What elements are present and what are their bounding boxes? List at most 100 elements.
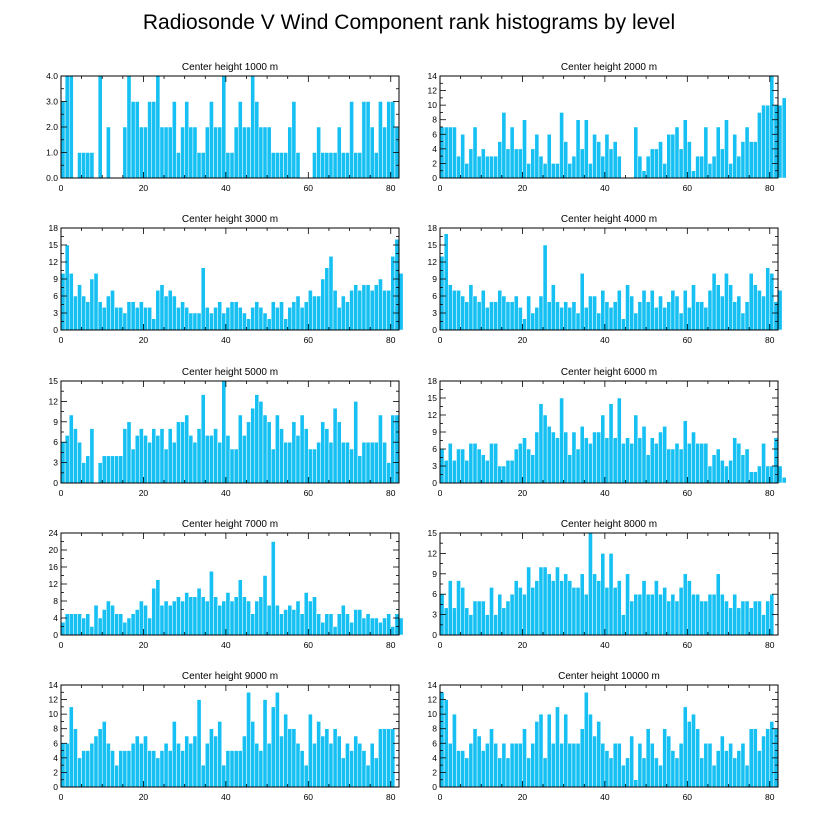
bar [443, 607, 449, 636]
bar [64, 244, 70, 331]
bar [254, 743, 260, 788]
bar [563, 573, 569, 636]
bar [616, 290, 622, 331]
bar [254, 394, 260, 484]
bar [748, 728, 754, 788]
bar [530, 148, 536, 179]
bar [374, 284, 379, 331]
y-tick-label: 10 [428, 100, 438, 110]
bar [316, 295, 321, 331]
bar [250, 613, 255, 636]
chart-panel: Center height 2000 m 0 20 40 60 80 0 2 4 6 8 10 12 14 [428, 62, 787, 193]
bar [320, 278, 326, 331]
bar [320, 735, 326, 788]
bar [584, 119, 589, 179]
bar [699, 443, 705, 484]
bar [559, 307, 564, 331]
bar [551, 163, 556, 179]
bar [139, 600, 144, 636]
x-tick-label: 40 [600, 335, 610, 345]
x-tick-label: 40 [600, 488, 610, 498]
bar [205, 743, 210, 788]
bar [748, 273, 754, 331]
x-tick-label: 20 [139, 335, 149, 345]
bar [126, 75, 132, 179]
x-tick-label: 80 [765, 488, 775, 498]
y-tick-label: 3 [53, 458, 58, 468]
y-tick-label: 4.0 [46, 71, 58, 81]
bar [378, 622, 383, 636]
bar [225, 435, 231, 484]
bar [695, 155, 700, 179]
bar [134, 307, 140, 331]
bar [534, 580, 540, 636]
bar [382, 728, 387, 788]
bar [616, 743, 622, 788]
bar [678, 148, 684, 179]
bar [691, 593, 696, 636]
bar [497, 465, 503, 484]
y-tick-label: 15 [49, 240, 59, 250]
bar [621, 614, 626, 636]
y-tick-label: 0 [53, 782, 58, 792]
y-tick-label: 4 [432, 753, 437, 763]
bar [188, 435, 194, 484]
bar [386, 613, 392, 636]
bar [242, 596, 247, 636]
bar [637, 301, 643, 331]
bar [349, 622, 354, 636]
bar [295, 600, 301, 636]
bar [89, 278, 95, 331]
bar [691, 713, 696, 788]
bar [279, 428, 284, 484]
bar [324, 152, 330, 179]
bar [324, 428, 330, 484]
bar [563, 141, 569, 179]
bar [77, 441, 82, 484]
bar [386, 101, 392, 179]
bar [270, 301, 276, 331]
bar [621, 764, 626, 788]
bar [205, 307, 210, 331]
y-tick-label: 0 [432, 630, 437, 640]
bar [588, 532, 593, 636]
bar [592, 431, 597, 484]
panel-title: Center height 7000 m [182, 519, 278, 530]
y-tick-label: 6 [432, 291, 437, 301]
bar [687, 141, 692, 179]
bar [217, 301, 223, 331]
bar [645, 155, 651, 179]
bar [374, 617, 379, 636]
bar [192, 126, 198, 179]
panel-title: Center height 5000 m [182, 367, 278, 378]
bar [596, 431, 602, 484]
bar [637, 593, 643, 636]
bar [699, 301, 705, 331]
bar [200, 152, 206, 179]
x-tick-label: 20 [518, 183, 528, 193]
bar [748, 607, 754, 636]
bar [101, 721, 107, 788]
bar [633, 593, 639, 636]
bar [163, 295, 169, 331]
bar [225, 750, 231, 788]
bar [382, 290, 387, 331]
y-tick-label: 8 [432, 115, 437, 125]
bar [97, 75, 103, 179]
bar [312, 295, 317, 331]
y-tick-label: 0 [53, 630, 58, 640]
x-tick-label: 80 [386, 335, 396, 345]
bar [732, 437, 738, 484]
bar [258, 307, 264, 331]
y-tick-label: 9 [53, 274, 58, 284]
bar [73, 728, 78, 788]
bar [68, 75, 74, 179]
bar [596, 580, 602, 636]
bar [390, 101, 396, 179]
bar [505, 301, 511, 331]
bar [682, 706, 688, 788]
bar [769, 273, 775, 331]
y-tick-label: 0 [432, 173, 437, 183]
bar [707, 163, 713, 179]
bar [765, 728, 771, 788]
